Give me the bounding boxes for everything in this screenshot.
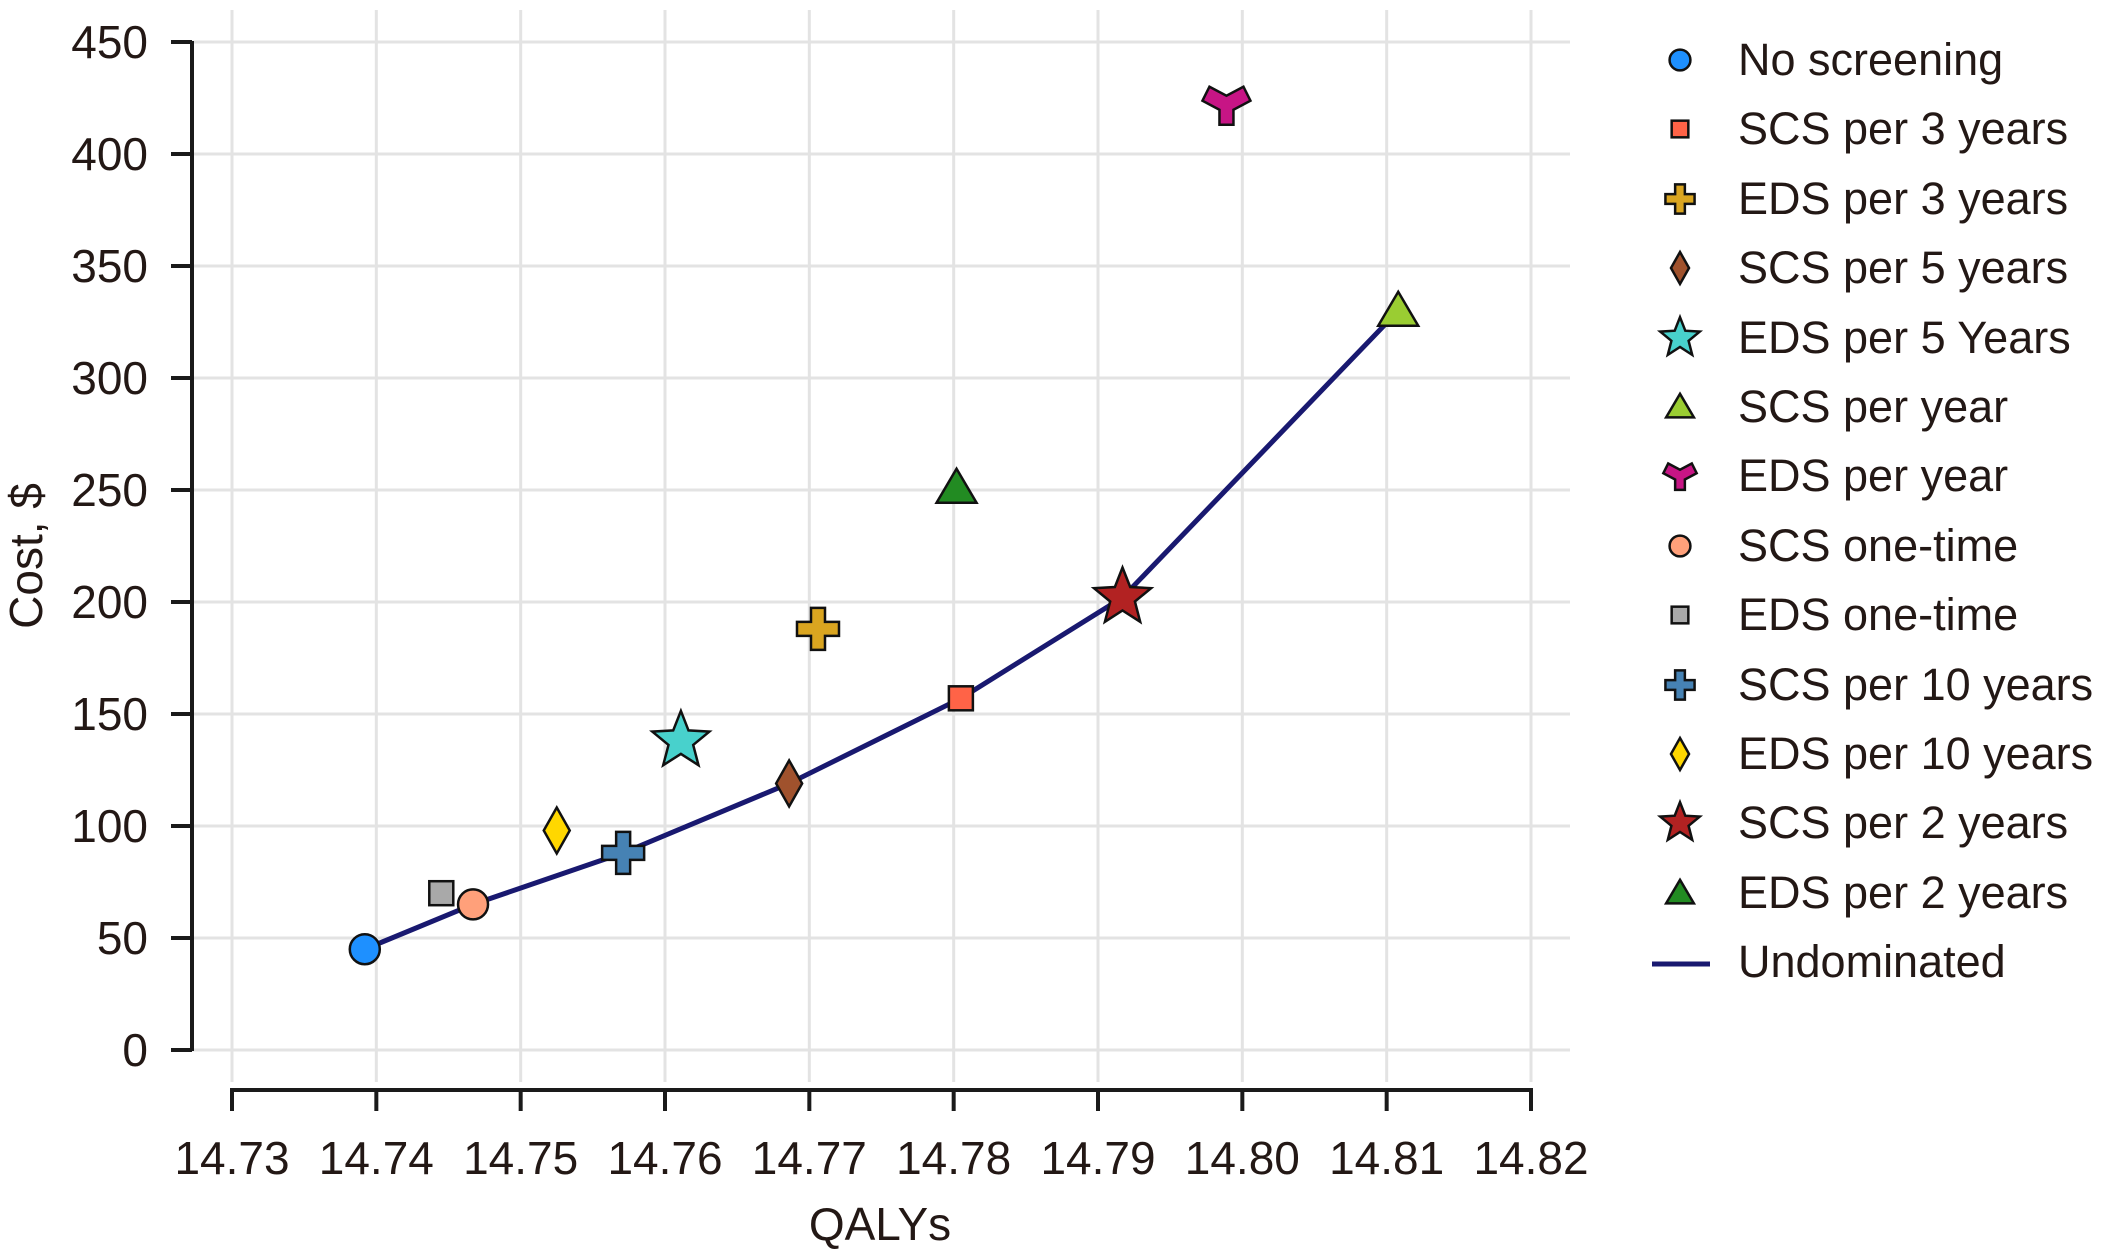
data-point-eds-per-year xyxy=(1200,85,1253,126)
legend-item: SCS one-time xyxy=(1640,516,2110,576)
diamond-marker-icon xyxy=(1669,735,1691,773)
y-tick-label: 150 xyxy=(71,688,148,740)
legend-item: SCS per 2 years xyxy=(1640,793,2110,853)
legend-label: SCS per 2 years xyxy=(1738,797,2069,849)
legend-label: SCS per year xyxy=(1738,381,2009,432)
legend-item: SCS per 3 years xyxy=(1640,99,2110,159)
legend-item: EDS per 3 years xyxy=(1640,169,2110,229)
legend-item: EDS one-time xyxy=(1640,585,2110,645)
legend-item: Undominated xyxy=(1640,932,2110,992)
data-point-eds-per-10-years xyxy=(542,804,572,857)
y-tick-label: 50 xyxy=(97,912,148,964)
circle-marker-icon xyxy=(1668,48,1692,72)
y-axis-title: Cost, $ xyxy=(0,483,52,629)
data-point-scs-per-5-years xyxy=(774,757,804,809)
triangle-marker-icon xyxy=(1663,877,1697,905)
legend-label: EDS per 2 years xyxy=(1738,866,2069,918)
data-point-scs-per-year xyxy=(1376,289,1421,328)
legend-label: SCS one-time xyxy=(1738,519,2019,571)
plus-marker-icon xyxy=(1664,668,1696,701)
legend-item: SCS per 5 years xyxy=(1640,238,2110,298)
y-tick-label: 450 xyxy=(71,16,148,68)
legend-label: EDS one-time xyxy=(1738,589,2019,641)
y-tick-label: 200 xyxy=(71,576,148,628)
y-tick-label: 300 xyxy=(71,352,148,404)
triangle-marker-icon xyxy=(1663,391,1697,419)
line-icon xyxy=(1652,961,1710,967)
legend-label: No screening xyxy=(1738,34,2004,85)
y-tick-label: 0 xyxy=(122,1024,148,1076)
data-point-eds-per-3-years xyxy=(795,606,841,652)
y-tick-label: 350 xyxy=(71,240,148,292)
x-tick-label: 14.80 xyxy=(1185,1132,1300,1184)
legend-label: SCS per 5 years xyxy=(1738,242,2069,294)
x-tick-label: 14.81 xyxy=(1329,1132,1444,1184)
tri_y-marker-icon xyxy=(1661,462,1699,492)
x-tick-label: 14.79 xyxy=(1040,1132,1155,1184)
y-tick-label: 100 xyxy=(71,800,148,852)
diamond-marker-icon xyxy=(1669,249,1691,287)
data-point-eds-per-5-years xyxy=(649,707,713,768)
data-point-scs-per-2-years xyxy=(1090,564,1155,625)
legend-label: EDS per 5 Years xyxy=(1738,311,2071,363)
legend-item: EDS per 5 Years xyxy=(1640,308,2110,368)
legend-label: EDS per year xyxy=(1738,450,2009,502)
x-tick-label: 14.75 xyxy=(463,1132,578,1184)
legend-label: EDS per 3 years xyxy=(1738,172,2069,224)
legend-item: SCS per 10 years xyxy=(1640,655,2110,715)
legend-item: EDS per year xyxy=(1640,446,2110,506)
y-tick-label: 400 xyxy=(71,128,148,180)
plus-marker-icon xyxy=(1664,182,1696,215)
x-tick-label: 14.74 xyxy=(319,1132,434,1184)
y-tick-label: 250 xyxy=(71,464,148,516)
data-point-eds-one-time xyxy=(428,879,455,907)
data-point-eds-per-2-years xyxy=(934,466,979,505)
star-marker-icon xyxy=(1656,799,1704,844)
star-marker-icon xyxy=(1656,313,1704,358)
legend-label: Undominated xyxy=(1738,936,2006,988)
x-tick-label: 14.82 xyxy=(1473,1132,1588,1184)
x-axis: 14.73 14.74 14.75 14.76 14.77 14.78 14.79 14.80… xyxy=(174,1088,1589,1184)
square-marker-icon xyxy=(1670,605,1690,625)
data-point-scs-one-time xyxy=(456,888,490,921)
legend-item: SCS per year xyxy=(1640,377,2110,437)
y-axis: 0 50 100 150 200 250 300 350 400 450 xyxy=(71,16,194,1076)
legend-item: EDS per 2 years xyxy=(1640,863,2110,923)
data-point-scs-per-10-years xyxy=(600,830,646,876)
data-point-no-screening xyxy=(348,932,382,966)
x-tick-label: 14.76 xyxy=(607,1132,722,1184)
circle-marker-icon xyxy=(1668,534,1692,558)
x-tick-label: 14.78 xyxy=(896,1132,1011,1184)
x-tick-label: 14.77 xyxy=(752,1132,867,1184)
gridlines xyxy=(192,10,1570,1082)
data-point-scs-per-3-years xyxy=(947,685,975,712)
legend-label: EDS per 10 years xyxy=(1738,728,2094,779)
data-markers xyxy=(348,85,1421,966)
legend-label: SCS per 10 years xyxy=(1738,658,2094,710)
x-tick-label: 14.73 xyxy=(174,1132,289,1184)
legend-label: SCS per 3 years xyxy=(1738,103,2069,155)
x-axis-title: QALYs xyxy=(809,1198,951,1250)
square-marker-icon xyxy=(1670,119,1690,139)
legend-item: No screening xyxy=(1640,30,2110,90)
legend-item: EDS per 10 years xyxy=(1640,724,2110,784)
